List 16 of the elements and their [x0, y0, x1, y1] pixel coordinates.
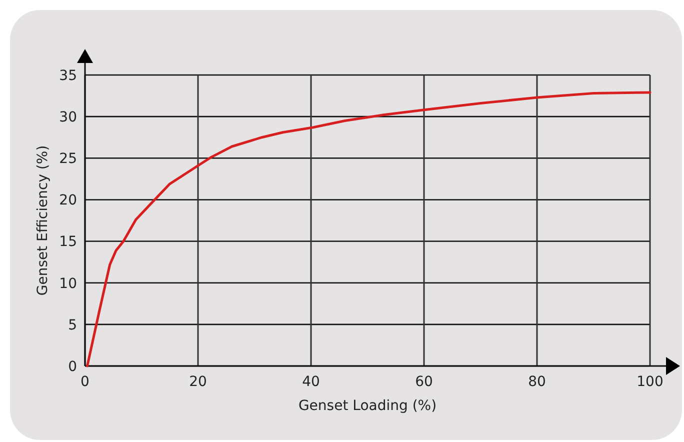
y-tick-label: 35	[59, 68, 77, 84]
x-tick-label: 80	[528, 374, 546, 390]
y-tick-label: 15	[59, 234, 77, 250]
y-tick-label: 25	[59, 151, 77, 168]
x-tick-label: 20	[189, 374, 207, 390]
y-tick-label: 0	[68, 358, 77, 375]
y-tick-label: 10	[59, 276, 77, 292]
y-tick-label: 5	[68, 317, 77, 334]
y-tick-label: 20	[59, 192, 77, 209]
y-tick-label: 30	[59, 109, 77, 126]
x-tick-label: 100	[636, 374, 664, 390]
y-axis-title: Genset Efficiency (%)	[35, 145, 51, 296]
x-tick-label: 40	[302, 374, 320, 390]
x-tick-label: 0	[80, 374, 90, 390]
x-tick-label: 60	[415, 374, 433, 390]
x-axis-title: Genset Loading (%)	[298, 398, 437, 414]
